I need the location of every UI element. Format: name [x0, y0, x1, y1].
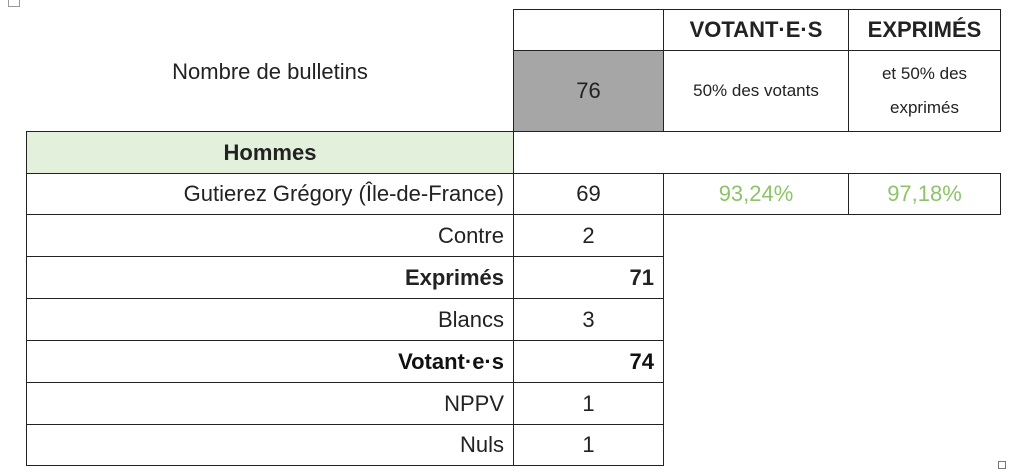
candidate-name: Gutierez Grégory (Île-de-France): [26, 173, 514, 215]
row-label-blancs: Blancs: [26, 298, 514, 341]
bulletins-label: Nombre de bulletins: [172, 59, 368, 84]
row-value-nppv: 1: [513, 382, 664, 425]
section-title-hommes: Hommes: [26, 131, 514, 174]
column-header-votants: VOTANT·E·S: [663, 9, 849, 51]
row-label-votants: Votant·e·s: [26, 340, 514, 383]
row-value-nuls: 1: [513, 424, 664, 466]
header-empty-cell: [513, 9, 664, 51]
row-value-blancs: 3: [513, 298, 664, 341]
row-label-nuls: Nuls: [26, 424, 514, 466]
row-value-exprimes: 71: [513, 256, 664, 299]
row-label-exprimes: Exprimés: [26, 256, 514, 299]
row-value-contre: 2: [513, 214, 664, 257]
candidate-pct-votants: 93,24%: [663, 173, 849, 215]
row-label-nppv: NPPV: [26, 382, 514, 425]
bulletins-count: 76: [513, 50, 664, 132]
votants-threshold: 50% des votants: [663, 50, 849, 132]
exprimes-threshold: et 50% des exprimés: [848, 50, 1001, 132]
sheet-corner-marker: [8, 0, 20, 7]
candidate-votes: 69: [513, 173, 664, 215]
row-label-contre: Contre: [26, 214, 514, 257]
row-value-votants: 74: [513, 340, 664, 383]
column-header-exprimes: EXPRIMÉS: [848, 9, 1001, 51]
resize-handle[interactable]: [998, 461, 1006, 469]
candidate-pct-exprimes: 97,18%: [848, 173, 1001, 215]
